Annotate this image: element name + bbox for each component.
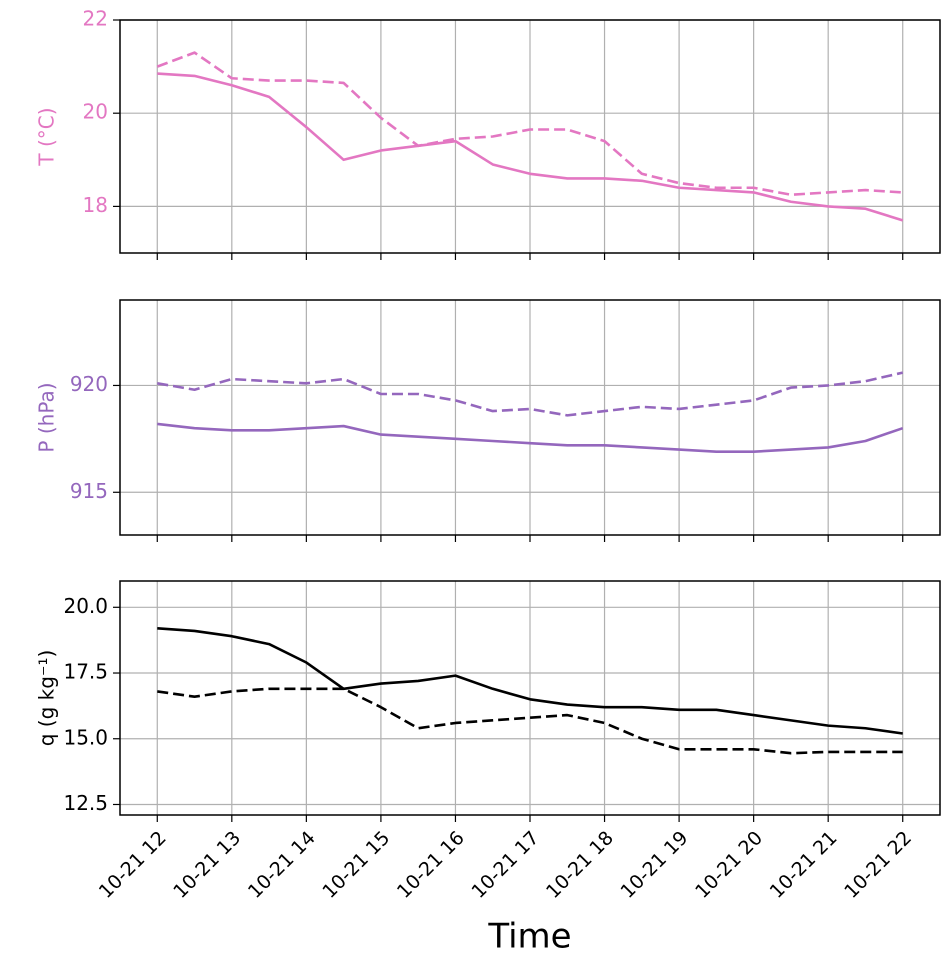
x-tick-label: 10-21 22 xyxy=(840,827,916,903)
y-tick-label: 17.5 xyxy=(63,660,108,684)
data-line xyxy=(157,72,904,222)
y-tick-label: 15.0 xyxy=(63,725,108,749)
plot-frame xyxy=(119,299,941,536)
y-tick-label: 22 xyxy=(83,7,108,31)
data-line xyxy=(157,627,903,735)
x-tick-label: 10-21 18 xyxy=(542,827,618,903)
y-axis-label: P (hPa) xyxy=(35,382,59,452)
y-tick-label: 920 xyxy=(70,372,108,396)
data-line xyxy=(156,51,903,197)
x-tick-label: 10-21 12 xyxy=(95,827,171,903)
x-tick-label: 10-21 13 xyxy=(169,827,245,903)
data-line xyxy=(157,371,904,417)
y-axis-label: q (g kg⁻¹) xyxy=(35,650,59,747)
y-tick-label: 12.5 xyxy=(63,791,108,815)
plot-frame xyxy=(119,19,941,254)
y-tick-label: 18 xyxy=(83,193,108,217)
x-tick-label: 10-21 20 xyxy=(691,827,767,903)
x-tick-label: 10-21 19 xyxy=(617,827,693,903)
x-axis-label: Time xyxy=(487,917,571,957)
plot-frame xyxy=(119,580,941,816)
data-line xyxy=(157,422,904,453)
y-tick-label: 20.0 xyxy=(63,594,108,618)
x-tick-label: 10-21 15 xyxy=(318,827,394,903)
x-tick-label: 10-21 21 xyxy=(766,827,842,903)
x-tick-label: 10-21 17 xyxy=(467,827,543,903)
y-tick-label: 915 xyxy=(70,479,108,503)
y-axis-label: T (°C) xyxy=(35,107,59,166)
x-tick-label: 10-21 14 xyxy=(244,827,320,903)
x-tick-label: 10-21 16 xyxy=(393,827,469,903)
y-tick-label: 20 xyxy=(83,100,108,124)
